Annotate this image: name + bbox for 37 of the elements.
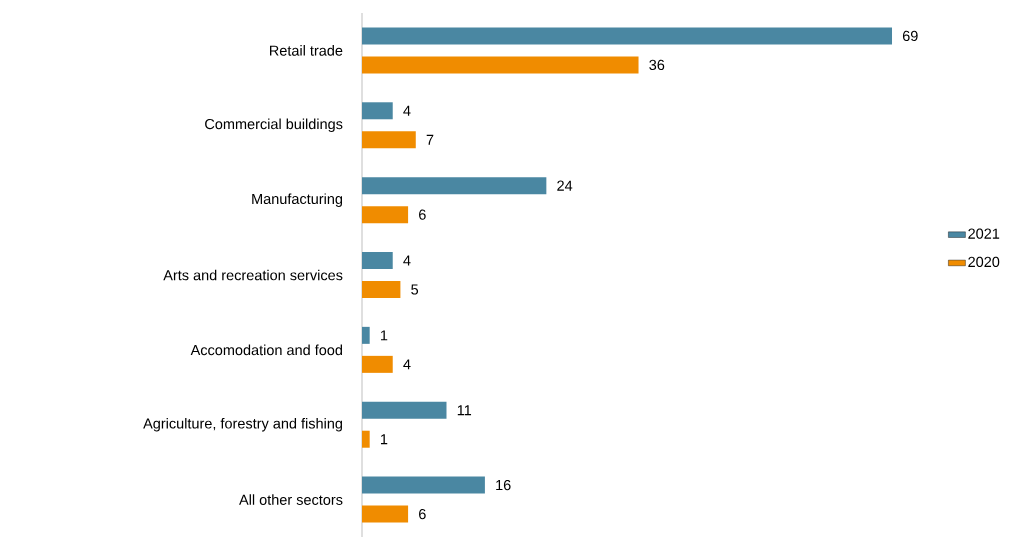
data-label: 24	[557, 180, 573, 191]
data-label: 16	[496, 479, 511, 491]
data-label: 1	[380, 434, 388, 445]
y-tick-label: Commercial buildings	[205, 118, 343, 133]
bar	[362, 401, 447, 419]
y-tick-label: Accomodation and food	[190, 344, 342, 356]
bar	[362, 27, 893, 45]
y-tick-label: Agriculture, forestry and fishing	[143, 417, 342, 432]
bar	[362, 206, 409, 224]
data-label: 1	[380, 330, 388, 341]
bar	[362, 252, 393, 269]
y-tick-label: Manufacturing	[252, 193, 343, 207]
y-tick-label: Arts and recreation services	[163, 269, 343, 281]
bar	[362, 56, 639, 74]
data-label: 69	[902, 30, 918, 42]
bar	[362, 505, 409, 523]
data-label: 5	[411, 284, 419, 295]
data-label: 36	[649, 59, 665, 71]
data-label: 4	[403, 255, 411, 266]
data-label: 11	[457, 405, 472, 416]
data-label: 6	[419, 209, 426, 220]
data-label: 4	[403, 105, 411, 116]
legend-label: 2020	[968, 256, 1000, 268]
bar	[362, 177, 547, 195]
bar	[362, 476, 485, 494]
bar	[362, 102, 393, 120]
bar	[362, 281, 401, 298]
data-label: 4	[403, 359, 411, 370]
bar	[362, 131, 416, 149]
legend-label: 2021	[968, 228, 1000, 239]
data-label: 7	[426, 134, 434, 145]
bar	[362, 430, 370, 448]
data-label: 6	[419, 508, 426, 520]
bar	[362, 326, 370, 344]
y-tick-label: Retail trade	[270, 45, 343, 56]
bar	[362, 355, 393, 373]
y-tick-label: All other sectors	[239, 494, 343, 505]
